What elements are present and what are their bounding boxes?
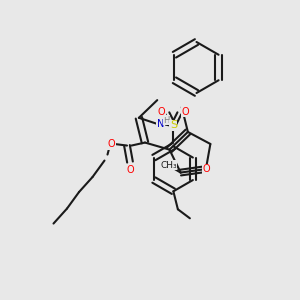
Text: CH₃: CH₃ (160, 160, 177, 169)
Text: O: O (158, 107, 165, 117)
Text: S: S (170, 120, 177, 130)
Text: O: O (182, 107, 189, 117)
Text: H: H (164, 116, 170, 125)
Text: N: N (157, 119, 164, 129)
Text: O: O (108, 139, 115, 149)
Text: O: O (202, 164, 210, 174)
Text: O: O (126, 165, 134, 175)
